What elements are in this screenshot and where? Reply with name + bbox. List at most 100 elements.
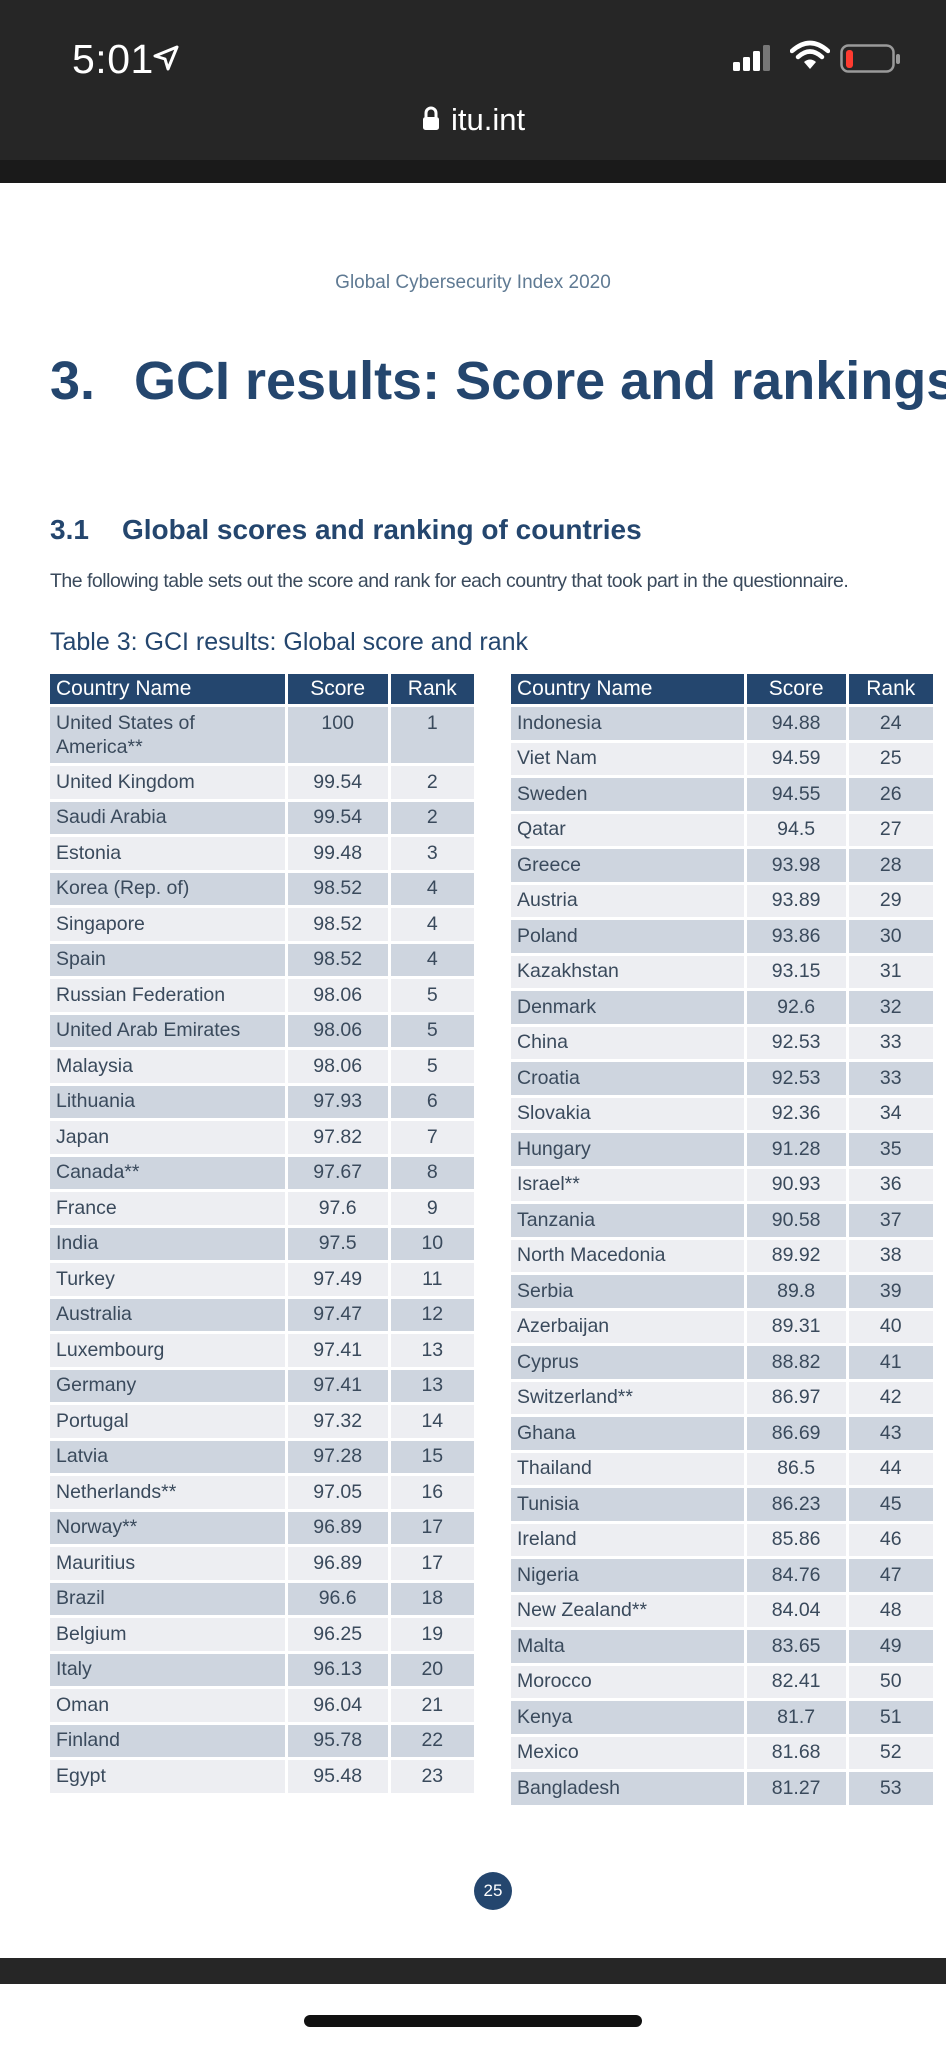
- score-cell: 97.41: [287, 1334, 388, 1367]
- table-row: Oman 96.04 21: [50, 1689, 474, 1722]
- table-row: Ireland 85.86 46: [511, 1523, 933, 1556]
- score-cell: 99.54: [287, 801, 388, 834]
- country-cell: Canada**: [50, 1156, 285, 1189]
- country-cell: Norway**: [50, 1511, 285, 1544]
- table-row: Russian Federation 98.06 5: [50, 979, 474, 1012]
- rank-cell: 8: [390, 1156, 474, 1189]
- rank-cell: 7: [390, 1121, 474, 1154]
- table-row: Netherlands** 97.05 16: [50, 1476, 474, 1509]
- score-cell: 89.31: [746, 1310, 846, 1343]
- country-cell: Finland: [50, 1724, 285, 1757]
- country-cell: Korea (Rep. of): [50, 872, 285, 905]
- rank-cell: 4: [390, 872, 474, 905]
- score-cell: 97.67: [287, 1156, 388, 1189]
- country-cell: Viet Nam: [511, 742, 744, 775]
- country-cell: Italy: [50, 1653, 285, 1686]
- rank-cell: 23: [390, 1760, 474, 1793]
- score-cell: 95.78: [287, 1724, 388, 1757]
- score-cell: 98.06: [287, 979, 388, 1012]
- rank-cell: 35: [848, 1133, 933, 1166]
- country-cell: United States of America**: [50, 707, 285, 763]
- table-row: Singapore 98.52 4: [50, 908, 474, 941]
- table-row: Japan 97.82 7: [50, 1121, 474, 1154]
- table-row: Kazakhstan 93.15 31: [511, 955, 933, 988]
- section-title: 3.1 Global scores and ranking of countrie…: [50, 514, 642, 546]
- rank-cell: 13: [390, 1334, 474, 1367]
- table-row: Germany 97.41 13: [50, 1369, 474, 1402]
- country-cell: Oman: [50, 1689, 285, 1722]
- table-row: Turkey 97.49 11: [50, 1263, 474, 1296]
- country-cell: Portugal: [50, 1405, 285, 1438]
- column-header-country: Country Name: [50, 674, 285, 704]
- home-indicator[interactable]: [304, 2015, 642, 2027]
- table-row: Lithuania 97.93 6: [50, 1085, 474, 1118]
- country-cell: Estonia: [50, 837, 285, 870]
- country-cell: Croatia: [511, 1062, 744, 1095]
- score-cell: 97.32: [287, 1405, 388, 1438]
- table-row: Sweden 94.55 26: [511, 778, 933, 811]
- column-header-rank: Rank: [848, 674, 933, 704]
- country-cell: Mauritius: [50, 1547, 285, 1580]
- intro-paragraph: The following table sets out the score a…: [50, 570, 849, 592]
- country-cell: Indonesia: [511, 707, 744, 740]
- table-row: Portugal 97.32 14: [50, 1405, 474, 1438]
- score-cell: 96.6: [287, 1582, 388, 1615]
- table-row: Croatia 92.53 33: [511, 1062, 933, 1095]
- score-cell: 96.25: [287, 1618, 388, 1651]
- score-cell: 86.97: [746, 1381, 846, 1414]
- url-field[interactable]: itu.int: [451, 102, 526, 137]
- country-cell: Cyprus: [511, 1346, 744, 1379]
- rank-cell: 47: [848, 1559, 933, 1592]
- rank-cell: 9: [390, 1192, 474, 1225]
- table-row: Slovakia 92.36 34: [511, 1097, 933, 1130]
- table-row: Switzerland** 86.97 42: [511, 1381, 933, 1414]
- table-row: India 97.5 10: [50, 1227, 474, 1260]
- score-cell: 97.93: [287, 1085, 388, 1118]
- score-cell: 81.27: [746, 1772, 846, 1805]
- rank-cell: 22: [390, 1724, 474, 1757]
- table-row: Greece 93.98 28: [511, 849, 933, 882]
- table-row: North Macedonia 89.92 38: [511, 1239, 933, 1272]
- score-cell: 94.55: [746, 778, 846, 811]
- country-cell: India: [50, 1227, 285, 1260]
- score-cell: 81.68: [746, 1736, 846, 1769]
- country-cell: Malta: [511, 1630, 744, 1663]
- score-cell: 89.92: [746, 1239, 846, 1272]
- chapter-title-text: GCI results: Score and rankings: [134, 351, 946, 411]
- score-cell: 92.36: [746, 1097, 846, 1130]
- table-row: Qatar 94.5 27: [511, 813, 933, 846]
- table-row: Saudi Arabia 99.54 2: [50, 801, 474, 834]
- country-cell: Netherlands**: [50, 1476, 285, 1509]
- score-cell: 90.93: [746, 1168, 846, 1201]
- battery-icon: [840, 44, 900, 73]
- country-cell: Sweden: [511, 778, 744, 811]
- table-row: Korea (Rep. of) 98.52 4: [50, 872, 474, 905]
- country-cell: Lithuania: [50, 1085, 285, 1118]
- rank-cell: 11: [390, 1263, 474, 1296]
- table-header-row: Country Name Score Rank: [511, 674, 933, 704]
- rank-cell: 52: [848, 1736, 933, 1769]
- country-cell: New Zealand**: [511, 1594, 744, 1627]
- toolbar-divider: [0, 160, 946, 183]
- score-cell: 97.82: [287, 1121, 388, 1154]
- rank-cell: 46: [848, 1523, 933, 1556]
- score-cell: 92.53: [746, 1062, 846, 1095]
- table-row: Kenya 81.7 51: [511, 1701, 933, 1734]
- table-row: United States of America** 100 1: [50, 707, 474, 763]
- rank-cell: 5: [390, 1050, 474, 1083]
- score-cell: 99.54: [287, 766, 388, 799]
- table-row: Luxembourg 97.41 13: [50, 1334, 474, 1367]
- table-row: Israel** 90.93 36: [511, 1168, 933, 1201]
- country-cell: China: [511, 1026, 744, 1059]
- rank-cell: 45: [848, 1488, 933, 1521]
- table-row: Hungary 91.28 35: [511, 1133, 933, 1166]
- country-cell: Belgium: [50, 1618, 285, 1651]
- column-header-rank: Rank: [390, 674, 474, 704]
- rank-cell: 36: [848, 1168, 933, 1201]
- country-cell: Japan: [50, 1121, 285, 1154]
- country-cell: Thailand: [511, 1452, 744, 1485]
- country-cell: Azerbaijan: [511, 1310, 744, 1343]
- score-cell: 91.28: [746, 1133, 846, 1166]
- section-title-text: Global scores and ranking of countries: [122, 514, 642, 545]
- rank-cell: 19: [390, 1618, 474, 1651]
